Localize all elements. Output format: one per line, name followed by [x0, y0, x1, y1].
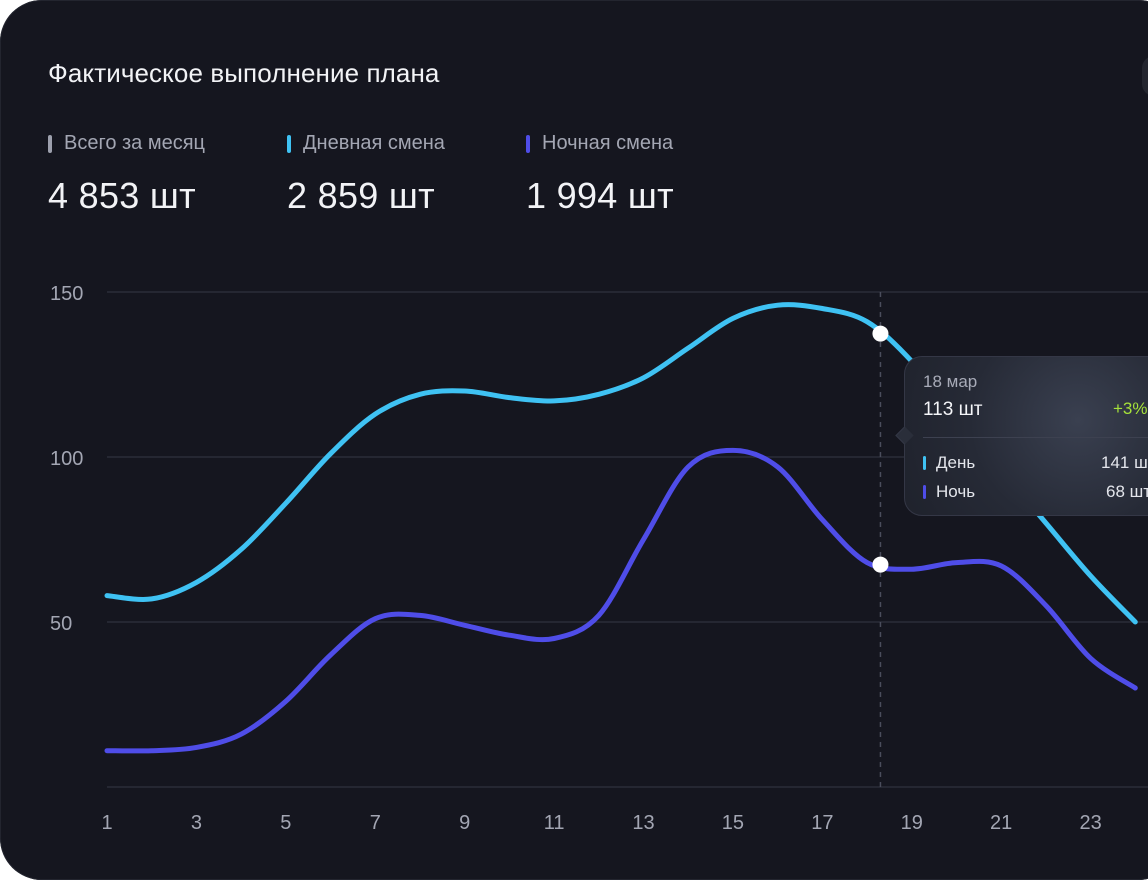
- stat-day-marker: [287, 134, 291, 153]
- x-tick-label: 17: [811, 812, 833, 834]
- stat-day-value: 2 859 шт: [287, 175, 435, 216]
- tooltip-day-label: День: [936, 453, 976, 472]
- tooltip-row-day: День: [923, 453, 975, 473]
- tooltip-total: 113 шт: [923, 399, 983, 420]
- y-tick-label: 100: [50, 448, 83, 470]
- x-tick-label: 9: [459, 812, 470, 834]
- x-tick-label: 23: [1079, 812, 1101, 834]
- tooltip-change: +3%: [1113, 399, 1148, 418]
- tooltip-night-value: 68 шт: [1106, 482, 1148, 501]
- x-tick-label: 21: [990, 812, 1012, 834]
- stat-night: Ночная смена 1 994 шт: [526, 132, 674, 217]
- tooltip-night-marker: [923, 485, 926, 499]
- stat-total-label: Всего за месяц: [64, 132, 206, 154]
- x-tick-label: 3: [191, 812, 202, 834]
- tooltip-date: 18 мар: [923, 372, 978, 391]
- highlight-point-night: [872, 556, 889, 573]
- tooltip-night-label: Ночь: [936, 482, 976, 501]
- tooltip-day-marker: [923, 456, 926, 470]
- x-tick-label: 15: [722, 812, 744, 834]
- y-tick-label: 50: [50, 613, 72, 635]
- more-button[interactable]: [1142, 56, 1148, 96]
- x-tick-label: 13: [632, 812, 654, 834]
- stat-night-marker: [526, 134, 530, 153]
- x-tick-label: 7: [370, 812, 381, 834]
- chart-title: Фактическое выполнение плана: [48, 58, 440, 88]
- stat-total: Всего за месяц 4 853 шт: [48, 132, 205, 217]
- stat-night-label: Ночная смена: [542, 132, 674, 154]
- x-tick-label: 5: [280, 812, 291, 834]
- x-tick-label: 19: [901, 812, 923, 834]
- x-tick-label: 11: [544, 812, 565, 834]
- tooltip-row-night: Ночь: [923, 482, 975, 502]
- stat-total-marker: [48, 134, 52, 153]
- stat-night-value: 1 994 шт: [526, 175, 674, 216]
- highlight-point-day: [872, 325, 889, 342]
- stat-total-value: 4 853 шт: [48, 175, 196, 216]
- stat-day-label: Дневная смена: [303, 132, 445, 154]
- y-tick-label: 150: [50, 283, 83, 305]
- chart-tooltip: 18 мар 113 шт +3% День 141 шт Ночь 68 шт: [895, 356, 1148, 516]
- series-line-night: [104, 447, 1138, 754]
- stat-day: Дневная смена 2 859 шт: [287, 132, 445, 217]
- tooltip-divider: [923, 437, 1148, 438]
- x-tick-label: 1: [101, 812, 112, 834]
- tooltip-day-value: 141 шт: [1101, 453, 1148, 472]
